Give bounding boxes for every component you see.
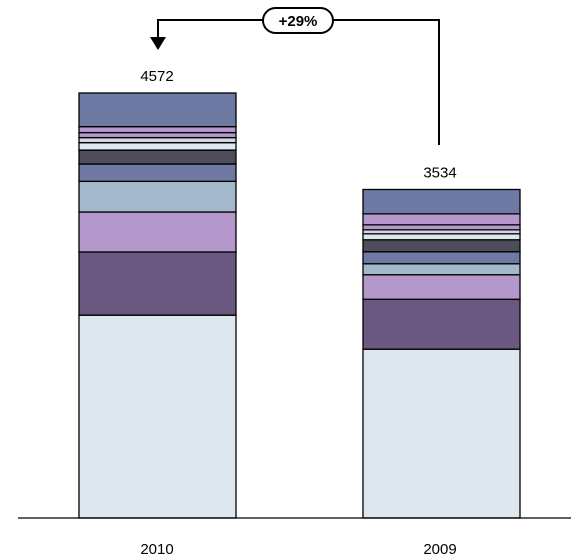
bar-segment-2010-10 — [78, 92, 237, 128]
change-arrow-head — [150, 37, 166, 50]
bars-group — [78, 92, 521, 519]
bar-segment-2010-7 — [78, 136, 237, 144]
bar-segment-2009-4 — [362, 251, 521, 265]
bar-segment-2010-5 — [78, 149, 237, 165]
total-label-2009: 3534 — [423, 165, 456, 182]
bar-segment-2009-1 — [362, 298, 521, 350]
bar-segment-2010-1 — [78, 251, 237, 316]
bar-segment-2010-8 — [78, 131, 237, 139]
bar-segment-2010-0 — [78, 314, 237, 519]
category-label-2010: 2010 — [140, 541, 173, 558]
bar-segment-2009-6 — [362, 233, 521, 241]
change-label: +29% — [279, 13, 318, 30]
bar-segment-2009-8 — [362, 224, 521, 231]
bar-segment-2009-5 — [362, 239, 521, 253]
category-label-2009: 2009 — [423, 541, 456, 558]
bar-segment-2009-0 — [362, 348, 521, 519]
bar-segment-2010-6 — [78, 141, 237, 151]
bar-segment-2010-9 — [78, 126, 237, 134]
total-label-2010: 4572 — [140, 68, 173, 85]
bar-segment-2009-3 — [362, 263, 521, 276]
bar-segment-2010-3 — [78, 180, 237, 213]
bar-segment-2009-9 — [362, 213, 521, 226]
bar-segment-2010-4 — [78, 163, 237, 182]
bar-segment-2009-10 — [362, 188, 521, 215]
bar-segment-2009-2 — [362, 274, 521, 300]
bar-segment-2010-2 — [78, 211, 237, 253]
change-badge — [262, 7, 334, 34]
